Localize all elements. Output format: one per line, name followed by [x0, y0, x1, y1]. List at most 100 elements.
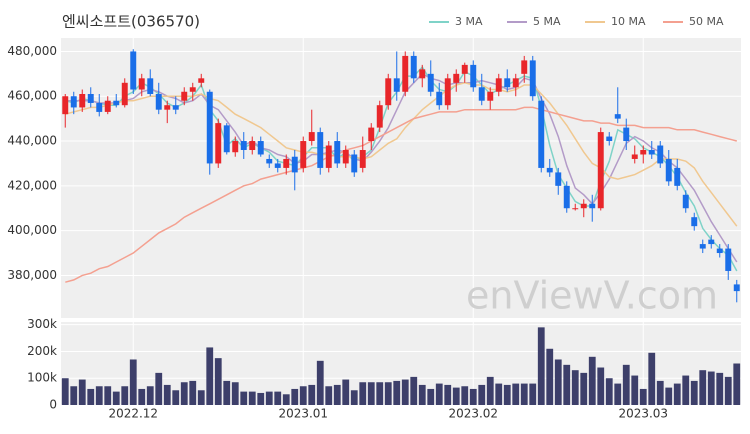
candle-body — [657, 145, 664, 164]
volume-bar — [597, 367, 605, 405]
candle-body — [70, 96, 77, 108]
candle-body — [665, 158, 672, 182]
volume-bar — [367, 382, 375, 405]
volume-bar — [682, 375, 690, 405]
volume-bar — [112, 391, 120, 405]
candle-body — [325, 145, 332, 168]
chart-title: 엔씨소프트(036570) — [62, 13, 200, 31]
candle-body — [215, 123, 222, 164]
volume-bar — [401, 379, 409, 405]
candle-body — [725, 248, 732, 271]
candle-body — [317, 132, 324, 168]
candle-body — [733, 284, 740, 292]
volume-bar — [690, 380, 698, 405]
volume-bar — [410, 376, 418, 405]
candle-body — [631, 154, 638, 159]
volume-bar — [427, 388, 435, 405]
candle-body — [130, 51, 137, 90]
volume-bar — [716, 372, 724, 405]
candle-body — [62, 96, 69, 115]
x-tick-label: 2023.01 — [278, 407, 328, 421]
x-tick-label: 2022.12 — [108, 407, 158, 421]
y-tick-label: 440,000 — [7, 134, 57, 148]
candle-body — [453, 73, 460, 83]
volume-bar — [189, 380, 197, 405]
volume-bar — [223, 380, 231, 405]
y-tick-label: 100k — [27, 371, 57, 385]
volume-bar — [512, 383, 520, 405]
volume-bar — [129, 359, 137, 405]
volume-bar — [350, 390, 358, 405]
candle-body — [563, 185, 570, 209]
candle-body — [648, 150, 655, 155]
ma-line — [65, 82, 738, 227]
candle-body — [368, 127, 375, 142]
volume-bar — [61, 378, 69, 405]
legend-label: 5 MA — [533, 15, 561, 28]
candle-body — [385, 78, 392, 106]
candle-body — [96, 102, 103, 112]
candle-body — [504, 78, 511, 88]
volume-bar — [529, 383, 537, 405]
volume-bar — [546, 348, 554, 405]
volume-bar — [333, 384, 341, 405]
volume-bar — [172, 390, 180, 405]
candle-body — [512, 78, 519, 88]
candle-body — [198, 78, 205, 83]
candle-body — [223, 125, 230, 153]
volume-bar — [95, 386, 103, 405]
volume-bar — [291, 388, 299, 405]
ma-line — [65, 106, 737, 283]
x-tick-label: 2023.03 — [618, 407, 668, 421]
volume-bar — [359, 382, 367, 405]
candle-body — [521, 60, 528, 74]
candle-body — [113, 100, 120, 106]
candle-body — [300, 141, 307, 168]
candle-body — [555, 172, 562, 186]
candle-body — [427, 73, 434, 92]
y-tick-label: 300k — [27, 317, 57, 331]
candle-body — [249, 141, 256, 150]
volume-bar — [733, 363, 741, 405]
candle-body — [257, 141, 264, 155]
volume-bar — [70, 386, 78, 405]
legend-label: 3 MA — [455, 15, 483, 28]
volume-bar — [520, 383, 528, 405]
candle-body — [546, 167, 553, 173]
volume-panel — [61, 322, 741, 405]
volume-bar — [631, 375, 639, 405]
candle-body — [470, 64, 477, 88]
volume-bar — [248, 391, 256, 405]
candle-body — [444, 78, 451, 106]
volume-bar — [452, 387, 460, 405]
volume-bar — [639, 388, 647, 405]
candle-body — [283, 158, 290, 168]
candle-body — [623, 127, 630, 142]
volume-bar — [461, 386, 469, 405]
y-tick-label: 420,000 — [7, 178, 57, 192]
candle-body — [189, 87, 196, 92]
watermark: enViewV.com — [466, 274, 718, 318]
candle-body — [334, 141, 341, 164]
volume-bar — [206, 347, 214, 405]
y-tick-label: 200k — [27, 344, 57, 358]
candle-body — [410, 55, 417, 79]
volume-bar — [78, 379, 86, 405]
legend-label: 10 MA — [611, 15, 646, 28]
volume-bar — [724, 376, 732, 405]
candle-body — [274, 163, 281, 168]
x-tick-label: 2023.02 — [448, 407, 498, 421]
candle-body — [538, 100, 545, 168]
candle-body — [478, 87, 485, 101]
candle-body — [691, 217, 698, 227]
candle-body — [291, 156, 298, 173]
candle-body — [674, 167, 681, 186]
volume-bar — [376, 382, 384, 405]
candle-body — [606, 136, 613, 142]
volume-bar — [588, 356, 596, 405]
candle-body — [614, 114, 621, 119]
volume-bar — [121, 386, 129, 405]
y-tick-label: 460,000 — [7, 89, 57, 103]
candle-body — [402, 55, 409, 92]
volume-bar — [87, 388, 95, 405]
